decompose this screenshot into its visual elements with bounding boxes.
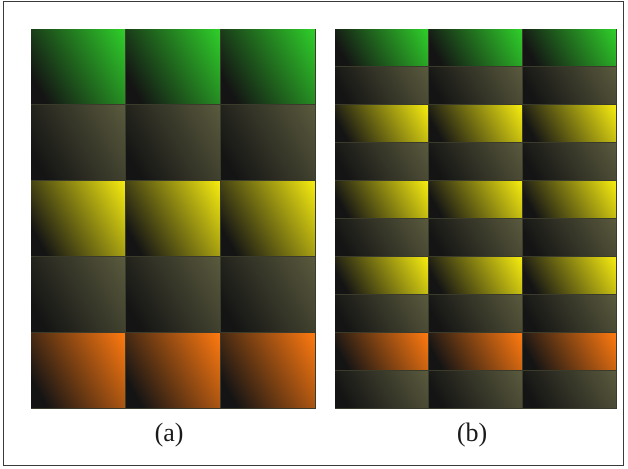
gradient-cell-a-r2-c1 bbox=[126, 181, 221, 257]
gradient-cell-b-r0-c2 bbox=[523, 29, 617, 67]
gradient-cell-b-r5-c2 bbox=[523, 219, 617, 257]
gradient-cell-a-r3-c2 bbox=[221, 257, 316, 333]
figure-frame bbox=[3, 1, 624, 466]
gradient-cell-b-r3-c2 bbox=[523, 143, 617, 181]
gradient-grid-a bbox=[31, 29, 316, 409]
gradient-cell-a-r1-c0 bbox=[31, 105, 126, 181]
gradient-cell-b-r2-c0 bbox=[335, 105, 429, 143]
gradient-cell-b-r6-c0 bbox=[335, 257, 429, 295]
gradient-cell-a-r4-c1 bbox=[126, 333, 221, 409]
gradient-cell-b-r3-c1 bbox=[429, 143, 523, 181]
gradient-cell-a-r1-c1 bbox=[126, 105, 221, 181]
gradient-cell-b-r6-c2 bbox=[523, 257, 617, 295]
gradient-cell-a-r0-c2 bbox=[221, 29, 316, 105]
gradient-cell-a-r1-c2 bbox=[221, 105, 316, 181]
gradient-cell-b-r5-c1 bbox=[429, 219, 523, 257]
gradient-cell-b-r8-c1 bbox=[429, 333, 523, 371]
gradient-cell-b-r9-c2 bbox=[523, 371, 617, 409]
gradient-cell-b-r9-c0 bbox=[335, 371, 429, 409]
gradient-cell-b-r4-c0 bbox=[335, 181, 429, 219]
gradient-cell-a-r0-c0 bbox=[31, 29, 126, 105]
gradient-cell-b-r8-c0 bbox=[335, 333, 429, 371]
gradient-cell-a-r4-c0 bbox=[31, 333, 126, 409]
gradient-cell-b-r4-c1 bbox=[429, 181, 523, 219]
caption-a: (a) bbox=[154, 418, 184, 447]
gradient-cell-b-r4-c2 bbox=[523, 181, 617, 219]
gradient-cell-b-r7-c0 bbox=[335, 295, 429, 333]
gradient-cell-b-r1-c1 bbox=[429, 67, 523, 105]
gradient-cell-b-r1-c0 bbox=[335, 67, 429, 105]
gradient-cell-b-r7-c1 bbox=[429, 295, 523, 333]
gradient-cell-b-r5-c0 bbox=[335, 219, 429, 257]
gradient-cell-b-r8-c2 bbox=[523, 333, 617, 371]
gradient-cell-b-r3-c0 bbox=[335, 143, 429, 181]
gradient-cell-a-r4-c2 bbox=[221, 333, 316, 409]
gradient-cell-a-r2-c2 bbox=[221, 181, 316, 257]
gradient-cell-b-r2-c1 bbox=[429, 105, 523, 143]
gradient-cell-a-r0-c1 bbox=[126, 29, 221, 105]
gradient-cell-b-r0-c1 bbox=[429, 29, 523, 67]
gradient-grid-b bbox=[335, 29, 617, 409]
gradient-cell-a-r3-c1 bbox=[126, 257, 221, 333]
gradient-cell-b-r6-c1 bbox=[429, 257, 523, 295]
gradient-cell-b-r9-c1 bbox=[429, 371, 523, 409]
gradient-cell-a-r2-c0 bbox=[31, 181, 126, 257]
gradient-cell-b-r0-c0 bbox=[335, 29, 429, 67]
panel-a bbox=[31, 29, 316, 409]
gradient-cell-b-r1-c2 bbox=[523, 67, 617, 105]
gradient-cell-b-r2-c2 bbox=[523, 105, 617, 143]
gradient-cell-b-r7-c2 bbox=[523, 295, 617, 333]
gradient-cell-a-r3-c0 bbox=[31, 257, 126, 333]
caption-b: (b) bbox=[456, 418, 488, 447]
panel-b bbox=[335, 29, 617, 409]
